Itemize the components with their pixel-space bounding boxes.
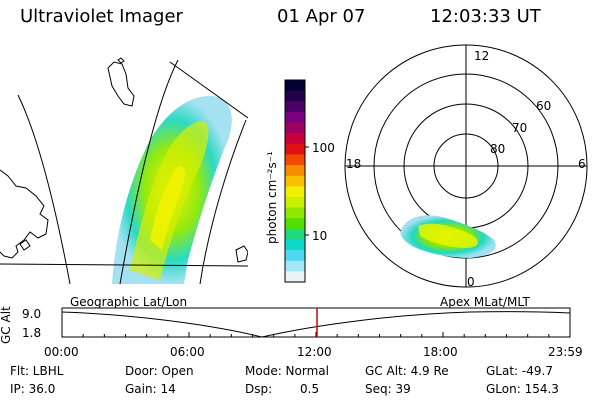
colorbar-stripe (285, 101, 305, 113)
mlt-label-6: 6 (578, 157, 586, 171)
x-tick-2359: 23:59 (548, 345, 583, 359)
colorbar-stripe (285, 239, 305, 251)
colorbar-stripe (285, 133, 305, 145)
x-tick-1200: 12:00 (297, 345, 332, 359)
status-gain: Gain: 14 (125, 382, 176, 396)
x-tick-0600: 06:00 (170, 345, 205, 359)
lat-label-70: 70 (512, 121, 528, 135)
status-mode: Mode: Normal (245, 364, 329, 378)
colorbar-stripe (285, 80, 305, 92)
x-tick-0000: 00:00 (44, 345, 79, 359)
status-dsp-value: 0.5 (300, 382, 320, 396)
colorbar-stripe (285, 165, 305, 177)
x-tick-1800: 18:00 (423, 345, 458, 359)
status-glon: GLon: 154.3 (486, 382, 559, 396)
mlt-label-0: 0 (467, 275, 475, 289)
colorbar-stripe (285, 207, 305, 219)
status-dsp-label: Dsp: (245, 382, 273, 396)
timeline-label-apex: Apex MLat/MLT (440, 295, 530, 309)
date-label: 01 Apr 07 (277, 6, 366, 27)
colorbar-stripe (285, 196, 305, 209)
timeline-ytick-top: 9.0 (22, 307, 42, 321)
status-seq: Seq: 39 (365, 382, 411, 396)
colorbar-stripe (285, 143, 305, 156)
colorbar-stripe (285, 175, 305, 187)
instrument-title: Ultraviolet Imager (20, 6, 183, 27)
colorbar-stripe (285, 260, 305, 272)
colorbar-stripe (285, 271, 305, 283)
status-ip: IP: 36.0 (10, 382, 56, 396)
colorbar-stripe (285, 154, 305, 166)
colorbar-stripe (285, 228, 305, 241)
time-label: 12:03:33 UT (430, 6, 541, 27)
colorbar-stripe (285, 90, 305, 102)
status-gc-alt: GC Alt: 4.9 Re (365, 364, 449, 378)
colorbar-stripe (285, 122, 305, 134)
lat-label-60: 60 (536, 99, 552, 113)
status-flt: Flt: LBHL (10, 364, 64, 378)
colorbar-stripe (285, 111, 305, 124)
colorbar-stripe (285, 218, 305, 230)
colorbar-stripe (285, 250, 305, 262)
timeline-ytick-bottom: 1.8 (22, 326, 42, 340)
colorbar-tick-100: 100 (312, 141, 335, 155)
status-door: Door: Open (125, 364, 194, 378)
mlt-label-18: 18 (346, 157, 362, 171)
mlt-label-12: 12 (474, 49, 490, 63)
timeline-label-geo: Geographic Lat/Lon (70, 295, 188, 309)
colorbar-stripe (285, 186, 305, 198)
lat-label-80: 80 (490, 142, 506, 156)
colorbar-tick-10: 10 (312, 229, 328, 243)
status-glat: GLat: -49.7 (486, 364, 553, 378)
